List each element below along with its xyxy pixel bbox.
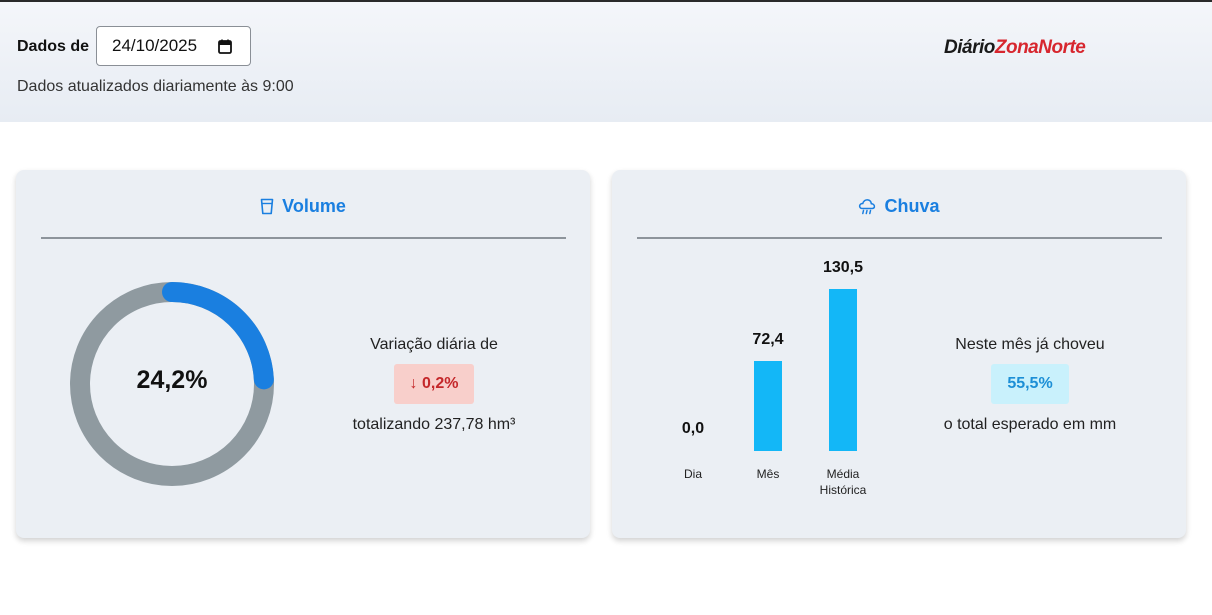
- volume-title: Volume: [282, 196, 346, 216]
- rain-bar-category-3: Média Histórica: [819, 467, 867, 497]
- volume-total: totalizando 237,78 hm³: [352, 416, 516, 433]
- rain-bar-value-3: 130,5: [822, 259, 864, 276]
- rain-divider: [637, 237, 1162, 239]
- rain-title: Chuva: [884, 196, 940, 216]
- top-border: [0, 0, 1212, 2]
- variation-text: Variação diária de: [370, 336, 498, 353]
- cup-icon: [260, 198, 274, 215]
- rain-bar-category-1: Dia: [683, 467, 702, 481]
- date-input[interactable]: 24/10/2025: [96, 26, 251, 66]
- date-input-value: 24/10/2025: [112, 36, 198, 55]
- rain-month-text: Neste mês já choveu: [955, 336, 1105, 353]
- calendar-icon[interactable]: [218, 39, 232, 54]
- rain-card-header: Chuva: [612, 196, 1186, 217]
- volume-card-header: Volume: [16, 196, 590, 217]
- rain-month-badge: 55,5%: [991, 364, 1069, 404]
- logo-part-2: ZonaNorte: [994, 37, 1086, 58]
- variation-badge: ↓ 0,2%: [393, 364, 475, 404]
- volume-donut-chart: [70, 282, 274, 486]
- brand-logo[interactable]: DiárioZonaNorte: [944, 37, 1086, 59]
- volume-variation-block: Variação diária de ↓ 0,2% totalizando 23…: [324, 336, 544, 434]
- volume-card: Volume 24,2% Variação diária de ↓ 0,2% t…: [16, 170, 590, 538]
- volume-divider: [41, 237, 566, 239]
- rain-bar-value-2: 72,4: [752, 331, 784, 349]
- volume-percent: 24,2%: [136, 366, 208, 394]
- rain-bar-chart: 0,0 Dia 72,4 Mês 130,5 Média Histórica: [612, 170, 912, 538]
- logo-part-1: Diário: [944, 37, 995, 58]
- header-bar: Dados de 24/10/2025 Dados atualizados di…: [0, 2, 1212, 122]
- cloud-rain-icon: [859, 199, 876, 215]
- date-label: Dados de: [17, 38, 90, 55]
- rain-expected-text: o total esperado em mm: [943, 416, 1117, 433]
- rain-bar-3: [829, 289, 857, 451]
- rain-bar-value-1: 0,0: [681, 420, 705, 437]
- donut-fill-arc: [162, 282, 274, 390]
- rain-bar-category-2: Mês: [756, 467, 780, 481]
- rain-bar-2: [754, 361, 782, 451]
- update-notice: Dados atualizados diariamente às 9:00: [17, 78, 294, 95]
- rain-month-block: Neste mês já choveu 55,5% o total espera…: [920, 336, 1140, 434]
- rain-card: Chuva 0,0 Dia 72,4 Mês 130,5 Média Histórica …: [612, 170, 1186, 538]
